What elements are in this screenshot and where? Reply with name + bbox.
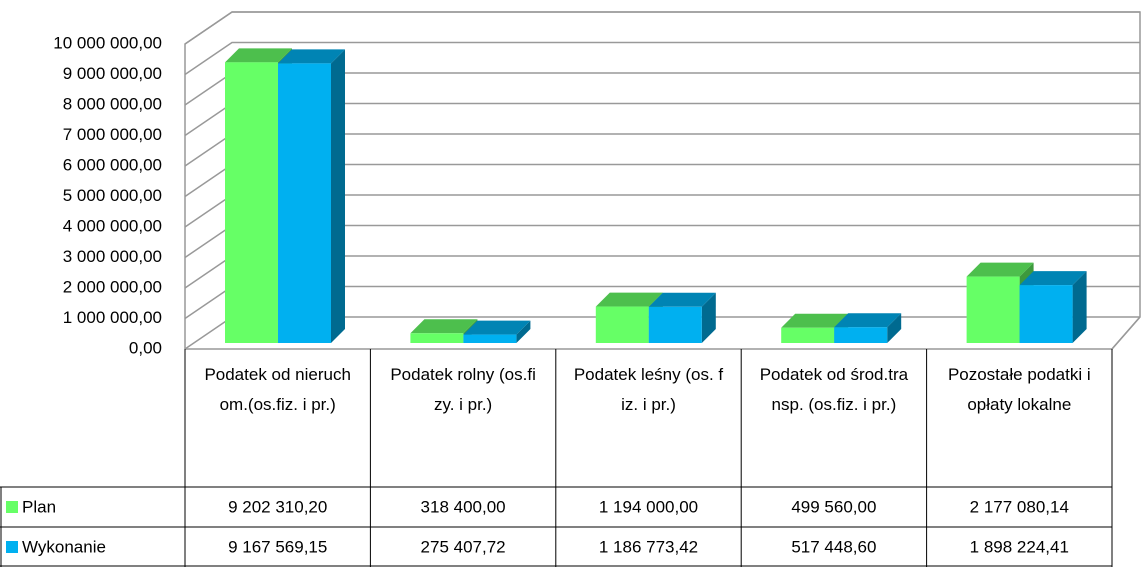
bar-side [331,49,345,344]
legend-label: Wykonanie [22,537,106,556]
bar-top [463,320,531,335]
bar [278,63,331,344]
y-tick-label: 4 000 000,00 [63,216,162,235]
bar [966,276,1020,343]
bar [648,306,702,343]
bar [834,327,888,343]
bar-top [966,262,1034,277]
category-label: Podatek rolny (os.fizy. i pr.) [390,365,536,414]
y-tick-label: 1 000 000,00 [63,308,162,327]
table-value: 318 400,00 [421,497,506,516]
bar [410,333,464,343]
category-label: Podatek od środ.transp. (os.fiz. i pr.) [759,365,909,414]
table-value: 9 167 569,15 [228,537,327,556]
table-value: 499 560,00 [791,497,876,516]
table-value: 9 202 310,20 [228,497,327,516]
y-tick-label: 8 000 000,00 [63,94,162,113]
bar-side [701,292,716,343]
bar [225,62,278,344]
table-value: 2 177 080,14 [970,497,1069,516]
legend-swatch [6,541,18,553]
y-tick-label: 9 000 000,00 [63,64,162,83]
category-label: Podatek od nieruchom.(os.fiz. i pr.) [204,365,351,414]
bar-top [278,49,345,64]
bar-side [887,313,902,343]
bar-top [410,319,478,334]
grid-line [184,41,1140,76]
bar [463,334,517,343]
y-tick-label: 7 000 000,00 [63,125,162,144]
table-value: 1 898 224,41 [970,537,1069,556]
table-value: 1 194 000,00 [599,497,698,516]
y-tick-label: 0,00 [129,338,162,357]
bar-top [595,292,663,307]
y-tick-label: 3 000 000,00 [63,247,162,266]
bar-top [225,48,292,63]
bar-side [516,320,531,343]
bar [1019,285,1073,343]
floor-right [1111,316,1141,350]
category-label: Podatek leśny (os. fiz. i pr.) [573,365,724,414]
bar-side [1072,271,1087,343]
grid-line [184,11,1140,45]
table-value: 517 448,60 [791,537,876,556]
bar-top [1019,271,1087,286]
table-value: 275 407,72 [421,537,506,556]
table-value: 1 186 773,42 [599,537,698,556]
legend-label: Plan [22,497,56,516]
y-tick-label: 10 000 000,00 [53,33,162,52]
bar-top [834,313,902,328]
y-tick-label: 6 000 000,00 [63,155,162,174]
bar-top [648,292,716,307]
legend-swatch [6,501,18,513]
bar [781,327,835,343]
y-tick-label: 2 000 000,00 [63,277,162,296]
bar-top [781,313,849,328]
category-label: Pozostałe podatki i opłaty lokalne [947,365,1091,414]
bar [595,306,649,343]
y-tick-label: 5 000 000,00 [63,186,162,205]
